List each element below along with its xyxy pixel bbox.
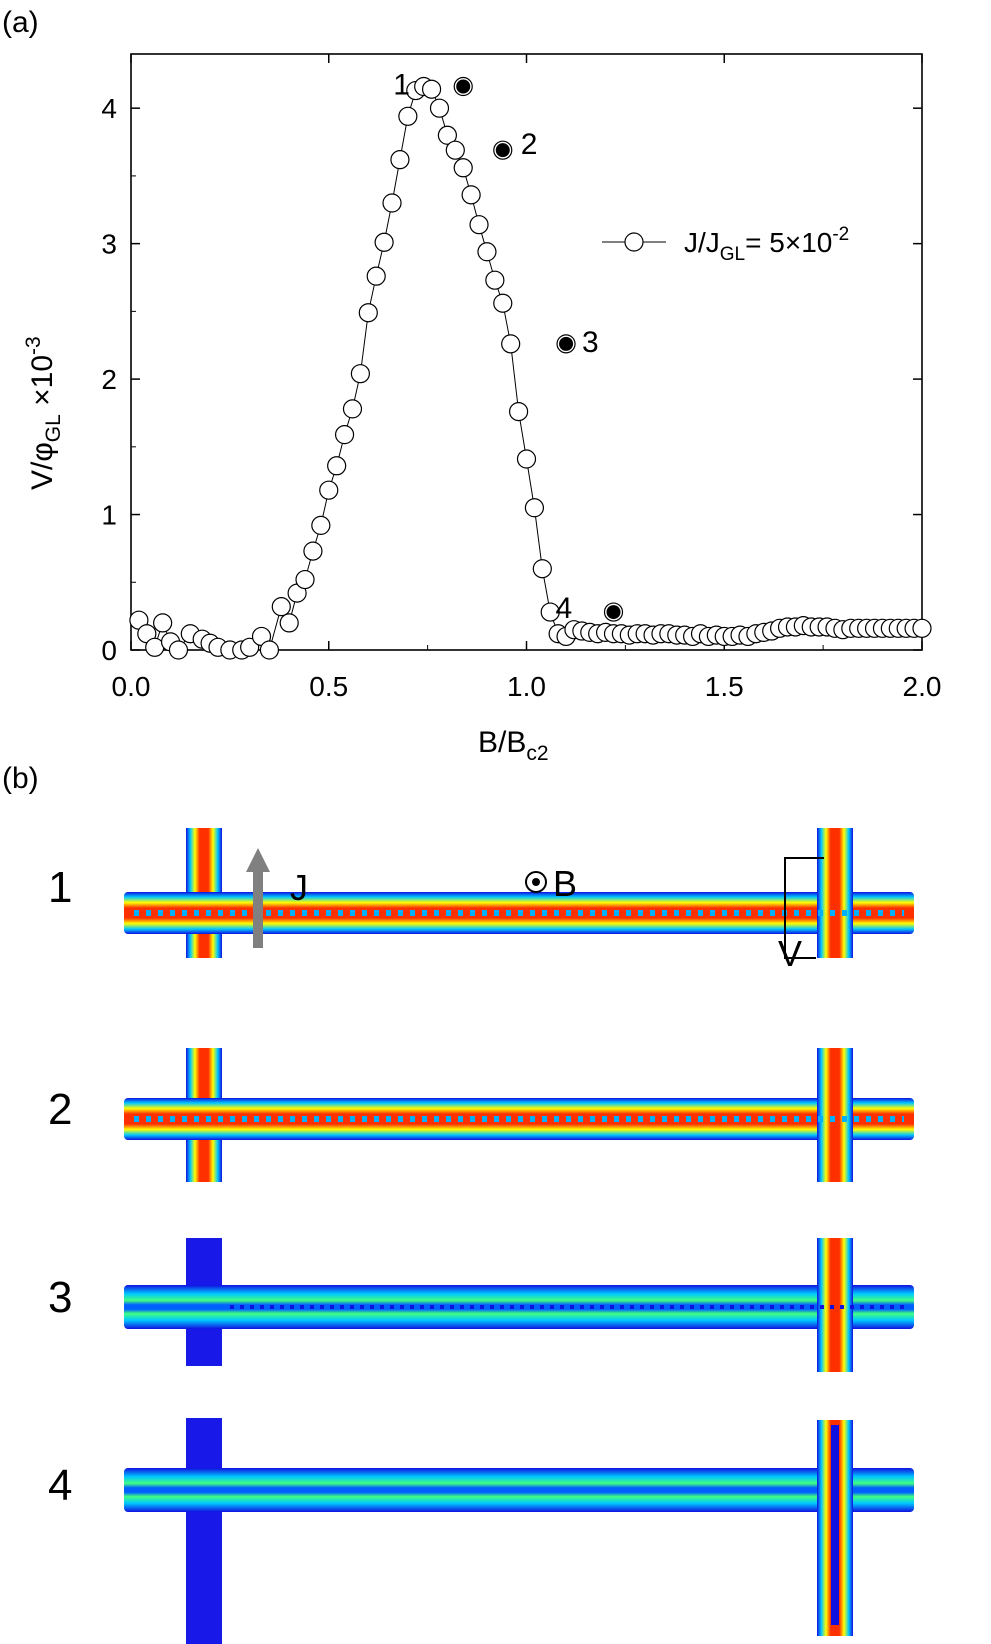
- row-label-2: 2: [48, 1085, 72, 1134]
- data-point: [912, 618, 932, 638]
- data-point: [532, 559, 552, 579]
- y-axis-title: V/φGL ×10-3: [22, 336, 65, 490]
- series-line: [138, 85, 922, 652]
- row-4: 4: [48, 1418, 914, 1644]
- data-point: [358, 303, 378, 323]
- x-tick-label: 0.0: [112, 671, 151, 702]
- data-point: [374, 232, 394, 252]
- data-point: [334, 425, 355, 445]
- row-label-3: 3: [48, 1273, 72, 1322]
- x-tick-label: 1.5: [705, 671, 744, 702]
- data-point: [461, 185, 481, 205]
- y-tick-label: 1: [101, 500, 117, 531]
- highlighted-points: 1 2 3 4: [393, 69, 624, 625]
- data-point: [327, 456, 347, 476]
- field-symbol: [525, 871, 547, 893]
- current-label: J: [290, 867, 308, 908]
- data-point: [516, 449, 537, 469]
- voltage-probe: [784, 857, 824, 959]
- data-point: [240, 637, 260, 657]
- series-polyline: [138, 85, 922, 652]
- bar-4: [124, 1468, 914, 1512]
- left-arm-4: [186, 1418, 222, 1644]
- highlight-point: [606, 605, 621, 620]
- data-point: [319, 480, 339, 500]
- data-point: [382, 193, 402, 213]
- data-point: [398, 106, 418, 126]
- data-point: [469, 215, 489, 235]
- x-tick-label: 1.0: [507, 671, 546, 702]
- data-point: [279, 613, 299, 633]
- x-axis-title: B/Bc2: [478, 726, 549, 765]
- highlight-point: [456, 79, 471, 94]
- legend: J/JGL= 5×10-2: [602, 224, 849, 265]
- y-tick-label: 0: [101, 635, 117, 666]
- data-point: [303, 541, 323, 561]
- legend-label: J/JGL= 5×10-2: [684, 224, 849, 265]
- current-arrow: [246, 848, 270, 948]
- voltage-label: V: [778, 933, 802, 974]
- data-point: [445, 140, 465, 160]
- data-point: [153, 613, 173, 633]
- right-arm-core-4: [831, 1425, 839, 1625]
- highlight-label: 2: [521, 128, 538, 161]
- axis-ticks: 0.0 0.5 1.0 1.5 2.0 0 1 2 3 4: [101, 54, 941, 702]
- data-point: [453, 158, 473, 178]
- data-point: [421, 79, 442, 99]
- x-tick-label: 0.5: [309, 671, 348, 702]
- data-point: [508, 402, 529, 422]
- right-arm-2: [817, 1048, 853, 1182]
- row-label-4: 4: [48, 1461, 72, 1510]
- data-point: [429, 98, 450, 118]
- data-point: [259, 640, 280, 660]
- legend-marker: [624, 232, 644, 252]
- data-points: [129, 76, 932, 660]
- data-point: [540, 602, 560, 622]
- highlight-label: 3: [582, 326, 599, 359]
- data-point: [485, 270, 505, 290]
- y-tick-label: 4: [101, 93, 117, 124]
- data-point: [168, 640, 189, 660]
- data-point: [501, 334, 521, 354]
- highlight-point: [495, 143, 510, 158]
- row-label-1: 1: [48, 863, 72, 912]
- data-point: [350, 364, 370, 384]
- highlight-point: [559, 336, 574, 351]
- data-point: [524, 498, 545, 518]
- data-point: [477, 242, 497, 262]
- panel-b-label: (b): [2, 762, 39, 795]
- data-point: [366, 266, 386, 286]
- highlight-label: 1: [393, 69, 410, 102]
- y-tick-label: 3: [101, 229, 117, 260]
- bar-3: [124, 1285, 914, 1329]
- row-3: 3: [48, 1238, 914, 1372]
- row-2: 2: [48, 1048, 914, 1182]
- x-tick-label: 2.0: [903, 671, 942, 702]
- data-point: [437, 125, 457, 145]
- data-point: [390, 150, 410, 170]
- data-point: [493, 293, 513, 313]
- panel-a-label: (a): [2, 6, 39, 39]
- data-point: [311, 515, 331, 535]
- data-point: [271, 597, 291, 617]
- y-tick-label: 2: [101, 364, 117, 395]
- data-point: [295, 569, 315, 590]
- row-1: 1: [48, 828, 914, 958]
- highlight-label: 4: [556, 592, 573, 625]
- data-point: [342, 399, 363, 419]
- field-label: B: [553, 863, 577, 904]
- right-arm-1: [817, 828, 853, 958]
